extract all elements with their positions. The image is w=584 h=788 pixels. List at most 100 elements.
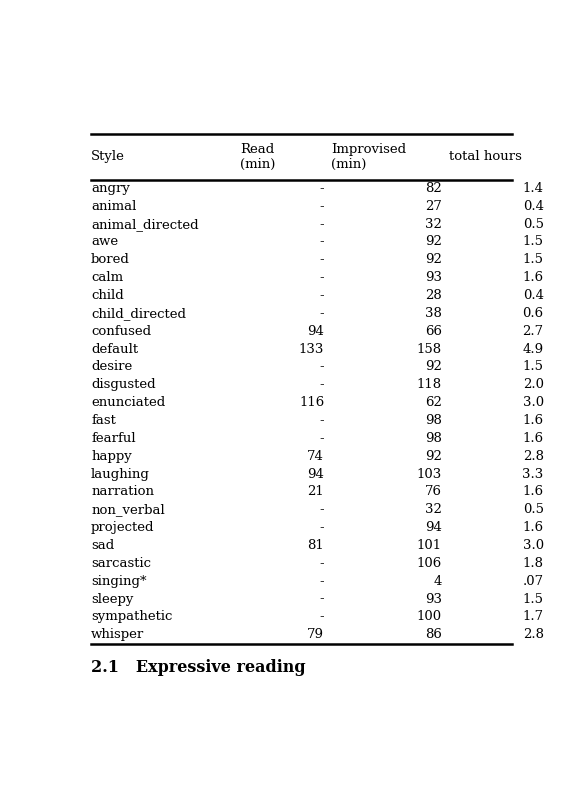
Text: 1.6: 1.6 xyxy=(523,271,544,284)
Text: 92: 92 xyxy=(425,360,442,374)
Text: 21: 21 xyxy=(307,485,324,499)
Text: -: - xyxy=(319,307,324,320)
Text: awe: awe xyxy=(91,236,118,248)
Text: 116: 116 xyxy=(299,396,324,409)
Text: 106: 106 xyxy=(416,557,442,570)
Text: 32: 32 xyxy=(425,504,442,516)
Text: 101: 101 xyxy=(417,539,442,552)
Text: 94: 94 xyxy=(307,467,324,481)
Text: bored: bored xyxy=(91,254,130,266)
Text: 2.0: 2.0 xyxy=(523,378,544,392)
Text: 2.7: 2.7 xyxy=(523,325,544,338)
Text: 98: 98 xyxy=(425,414,442,427)
Text: 133: 133 xyxy=(299,343,324,355)
Text: animal: animal xyxy=(91,200,137,213)
Text: -: - xyxy=(319,360,324,374)
Text: 94: 94 xyxy=(425,521,442,534)
Text: 1.6: 1.6 xyxy=(523,414,544,427)
Text: 2.1   Expressive reading: 2.1 Expressive reading xyxy=(91,659,306,676)
Text: -: - xyxy=(319,254,324,266)
Text: 3.0: 3.0 xyxy=(523,396,544,409)
Text: 2.8: 2.8 xyxy=(523,628,544,641)
Text: sad: sad xyxy=(91,539,114,552)
Text: -: - xyxy=(319,414,324,427)
Text: -: - xyxy=(319,236,324,248)
Text: 76: 76 xyxy=(425,485,442,499)
Text: 62: 62 xyxy=(425,396,442,409)
Text: happy: happy xyxy=(91,450,132,463)
Text: enunciated: enunciated xyxy=(91,396,165,409)
Text: 1.7: 1.7 xyxy=(523,611,544,623)
Text: confused: confused xyxy=(91,325,151,338)
Text: 4.9: 4.9 xyxy=(523,343,544,355)
Text: -: - xyxy=(319,504,324,516)
Text: 0.6: 0.6 xyxy=(523,307,544,320)
Text: narration: narration xyxy=(91,485,154,499)
Text: sleepy: sleepy xyxy=(91,593,134,605)
Text: 28: 28 xyxy=(425,289,442,302)
Text: angry: angry xyxy=(91,182,130,195)
Text: 1.6: 1.6 xyxy=(523,521,544,534)
Text: -: - xyxy=(319,217,324,231)
Text: 79: 79 xyxy=(307,628,324,641)
Text: 1.4: 1.4 xyxy=(523,182,544,195)
Text: 92: 92 xyxy=(425,254,442,266)
Text: -: - xyxy=(319,378,324,392)
Text: 32: 32 xyxy=(425,217,442,231)
Text: singing*: singing* xyxy=(91,574,147,588)
Text: -: - xyxy=(319,611,324,623)
Text: laughing: laughing xyxy=(91,467,150,481)
Text: 3.0: 3.0 xyxy=(523,539,544,552)
Text: 2.8: 2.8 xyxy=(523,450,544,463)
Text: .07: .07 xyxy=(523,574,544,588)
Text: 0.5: 0.5 xyxy=(523,217,544,231)
Text: 94: 94 xyxy=(307,325,324,338)
Text: default: default xyxy=(91,343,138,355)
Text: 66: 66 xyxy=(425,325,442,338)
Text: 103: 103 xyxy=(416,467,442,481)
Text: 158: 158 xyxy=(417,343,442,355)
Text: projected: projected xyxy=(91,521,155,534)
Text: -: - xyxy=(319,521,324,534)
Text: 38: 38 xyxy=(425,307,442,320)
Text: sarcastic: sarcastic xyxy=(91,557,151,570)
Text: -: - xyxy=(319,593,324,605)
Text: child_directed: child_directed xyxy=(91,307,186,320)
Text: 0.4: 0.4 xyxy=(523,200,544,213)
Text: 93: 93 xyxy=(425,593,442,605)
Text: 1.5: 1.5 xyxy=(523,360,544,374)
Text: 1.5: 1.5 xyxy=(523,236,544,248)
Text: 1.8: 1.8 xyxy=(523,557,544,570)
Text: -: - xyxy=(319,432,324,445)
Text: Improvised
(min): Improvised (min) xyxy=(331,143,406,171)
Text: 98: 98 xyxy=(425,432,442,445)
Text: 1.5: 1.5 xyxy=(523,593,544,605)
Text: 100: 100 xyxy=(417,611,442,623)
Text: 93: 93 xyxy=(425,271,442,284)
Text: 1.6: 1.6 xyxy=(523,432,544,445)
Text: 86: 86 xyxy=(425,628,442,641)
Text: child: child xyxy=(91,289,124,302)
Text: calm: calm xyxy=(91,271,123,284)
Text: 92: 92 xyxy=(425,450,442,463)
Text: Style: Style xyxy=(91,151,125,163)
Text: -: - xyxy=(319,574,324,588)
Text: 1.6: 1.6 xyxy=(523,485,544,499)
Text: disgusted: disgusted xyxy=(91,378,156,392)
Text: 82: 82 xyxy=(425,182,442,195)
Text: animal_directed: animal_directed xyxy=(91,217,199,231)
Text: sympathetic: sympathetic xyxy=(91,611,172,623)
Text: -: - xyxy=(319,182,324,195)
Text: 74: 74 xyxy=(307,450,324,463)
Text: fast: fast xyxy=(91,414,116,427)
Text: 3.3: 3.3 xyxy=(523,467,544,481)
Text: -: - xyxy=(319,289,324,302)
Text: whisper: whisper xyxy=(91,628,144,641)
Text: non_verbal: non_verbal xyxy=(91,504,165,516)
Text: 4: 4 xyxy=(433,574,442,588)
Text: 92: 92 xyxy=(425,236,442,248)
Text: -: - xyxy=(319,557,324,570)
Text: 81: 81 xyxy=(307,539,324,552)
Text: 0.5: 0.5 xyxy=(523,504,544,516)
Text: fearful: fearful xyxy=(91,432,135,445)
